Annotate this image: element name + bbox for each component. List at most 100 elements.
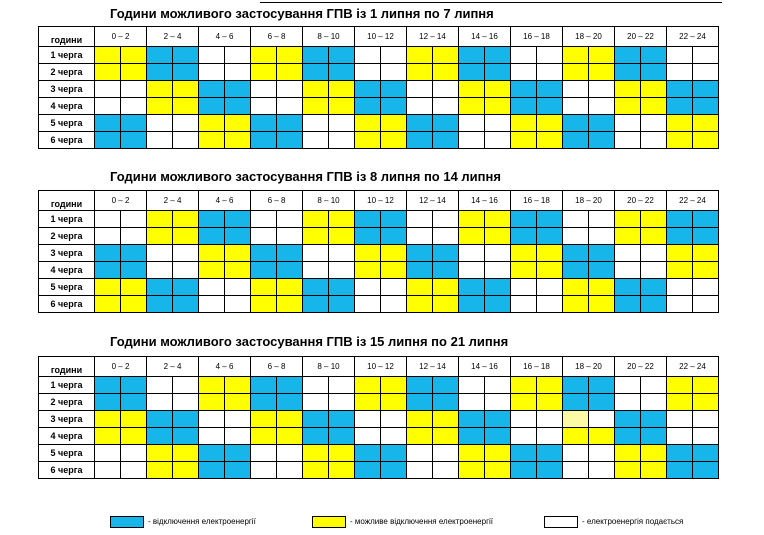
hour-cell: [172, 295, 199, 313]
hour-cell: [562, 427, 589, 445]
hour-cell: [432, 131, 459, 149]
queue-label: 2 черга: [38, 63, 95, 81]
queue-row: 3 черга: [38, 244, 719, 262]
queue-row: 2 черга: [38, 63, 719, 81]
hour-cell: [614, 295, 641, 313]
hour-cell: [484, 210, 511, 228]
hour-range-header: 4 – 6: [198, 356, 251, 377]
hour-cell: [536, 131, 563, 149]
hour-cell: [146, 131, 173, 149]
hour-cell: [198, 295, 225, 313]
hour-cell: [224, 461, 251, 479]
hour-cell: [146, 114, 173, 132]
hour-cell: [302, 63, 329, 81]
hour-cell: [94, 63, 121, 81]
hour-cell: [224, 376, 251, 394]
hour-cell: [588, 410, 615, 428]
hour-cell: [484, 444, 511, 462]
hours-header-label: години: [38, 356, 95, 377]
hour-cell: [614, 131, 641, 149]
hour-cell: [562, 295, 589, 313]
hour-cell: [354, 261, 381, 279]
hour-cell: [250, 227, 277, 245]
hour-cell: [302, 46, 329, 64]
hour-cell: [120, 97, 147, 115]
hour-cell: [146, 210, 173, 228]
queue-row: 2 черга: [38, 393, 719, 411]
hour-cell: [614, 244, 641, 262]
hour-cell: [276, 210, 303, 228]
hour-cell: [328, 295, 355, 313]
hour-cell: [640, 244, 667, 262]
hour-cell: [562, 244, 589, 262]
hour-cell: [510, 46, 537, 64]
hour-cell: [120, 131, 147, 149]
hour-cell: [692, 461, 719, 479]
queue-row: 6 черга: [38, 461, 719, 479]
legend-swatch-possible-off: [312, 516, 346, 528]
hour-cell: [198, 393, 225, 411]
hour-cell: [354, 410, 381, 428]
hour-cell: [484, 461, 511, 479]
hour-cell: [302, 278, 329, 296]
hour-cell: [198, 210, 225, 228]
hour-cell: [380, 261, 407, 279]
hour-cell: [458, 63, 485, 81]
queue-label: 1 черга: [38, 376, 95, 394]
queue-label: 4 черга: [38, 427, 95, 445]
hour-cell: [432, 376, 459, 394]
queue-row: 5 черга: [38, 114, 719, 132]
hour-cell: [354, 244, 381, 262]
hour-cell: [484, 278, 511, 296]
hour-cell: [432, 261, 459, 279]
hour-cell: [588, 80, 615, 98]
hour-cell: [406, 261, 433, 279]
hour-cell: [588, 131, 615, 149]
hour-cell: [94, 46, 121, 64]
hour-cell: [94, 278, 121, 296]
hour-cell: [172, 114, 199, 132]
hour-cell: [380, 244, 407, 262]
hour-range-header: 2 – 4: [146, 356, 199, 377]
hour-cell: [484, 63, 511, 81]
hour-cell: [640, 444, 667, 462]
hour-cell: [432, 444, 459, 462]
hour-cell: [198, 80, 225, 98]
hour-cell: [328, 376, 355, 394]
queue-label: 3 черга: [38, 410, 95, 428]
hour-cell: [380, 97, 407, 115]
hour-cell: [94, 97, 121, 115]
hour-cell: [224, 261, 251, 279]
hour-range-header: 12 – 14: [406, 190, 459, 211]
hour-cell: [224, 227, 251, 245]
hour-range-header: 6 – 8: [250, 356, 303, 377]
hour-cell: [172, 63, 199, 81]
hour-cell: [536, 97, 563, 115]
hour-cell: [172, 131, 199, 149]
hour-cell: [94, 261, 121, 279]
hour-cell: [484, 97, 511, 115]
hour-cell: [94, 227, 121, 245]
queue-label: 6 черга: [38, 461, 95, 479]
hour-cell: [380, 210, 407, 228]
hour-cell: [276, 410, 303, 428]
hour-cell: [224, 393, 251, 411]
queue-label: 5 черга: [38, 278, 95, 296]
queue-row: 4 черга: [38, 97, 719, 115]
hour-cell: [406, 376, 433, 394]
hour-cell: [120, 461, 147, 479]
hour-cell: [588, 376, 615, 394]
hour-cell: [536, 295, 563, 313]
hour-cell: [562, 461, 589, 479]
hour-cell: [458, 114, 485, 132]
queue-row: 2 черга: [38, 227, 719, 245]
hour-cell: [302, 376, 329, 394]
hour-cell: [588, 210, 615, 228]
hour-cell: [250, 427, 277, 445]
hour-cell: [146, 410, 173, 428]
hour-cell: [120, 444, 147, 462]
legend-swatch-off: [110, 516, 144, 528]
queue-row: 6 черга: [38, 295, 719, 313]
hour-cell: [432, 295, 459, 313]
